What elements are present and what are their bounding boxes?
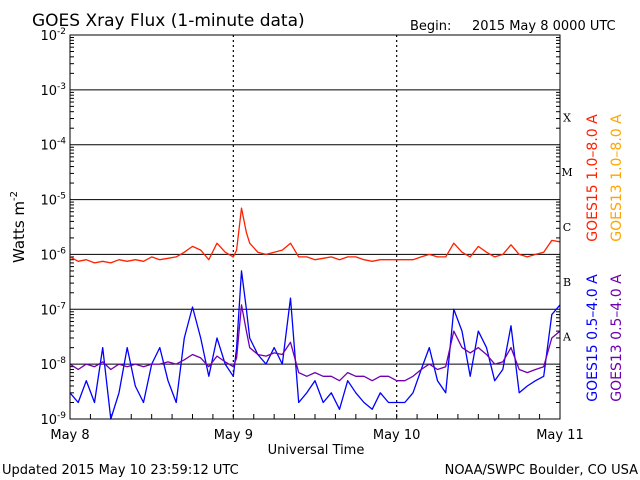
y-tick-label: 10-2	[40, 27, 66, 44]
legend-entry: GOES15 1.0–8.0 A	[585, 114, 601, 242]
y-axis-label: Watts m-2	[9, 191, 28, 263]
y-tick-base: 10	[40, 29, 57, 44]
y-axis-label-sup: -2	[9, 191, 20, 201]
y-tick-exp: -5	[57, 192, 66, 202]
series-line	[69, 304, 561, 382]
y-tick-exp: -6	[57, 246, 66, 256]
y-tick-exp: -3	[57, 82, 66, 92]
y-tick-base: 10	[40, 194, 57, 209]
x-tick-label: May 10	[373, 428, 421, 443]
begin-label: Begin:	[410, 19, 451, 34]
y-tick-base: 10	[40, 303, 57, 318]
flare-class-labels: A B C M X	[561, 111, 572, 343]
legend-entry: GOES13 1.0–8.0 A	[609, 114, 625, 242]
x-tick-labels: May 8 May 9 May 10 May 11	[50, 428, 583, 443]
y-tick-label: 10-4	[40, 137, 66, 154]
legend-entry: GOES13 0.5–4.0 A	[609, 274, 625, 402]
y-tick-exp: -9	[57, 411, 66, 421]
y-tick-label: 10-8	[40, 356, 66, 373]
y-tick-base: 10	[40, 139, 57, 154]
x-tick-label: May 8	[50, 428, 89, 443]
x-axis-label: Universal Time	[268, 443, 365, 458]
flare-class-x: X	[563, 111, 571, 124]
chart-title: GOES Xray Flux (1-minute data)	[32, 11, 305, 31]
y-tick-label: 10-9	[40, 411, 66, 428]
series-layer	[69, 207, 561, 420]
flare-class-c: C	[563, 221, 571, 234]
y-tick-label: 10-7	[40, 301, 66, 318]
plot-frame	[69, 34, 561, 420]
y-tick-base: 10	[40, 413, 57, 428]
y-tick-base: 10	[40, 248, 57, 263]
credit-text: NOAA/SWPC Boulder, CO USA	[445, 463, 638, 478]
flare-class-a: A	[562, 331, 572, 344]
legend: GOES15 1.0–8.0 A GOES13 1.0–8.0 A GOES15 0…	[585, 114, 625, 402]
y-tick-label: 10-6	[40, 246, 66, 263]
flare-class-m: M	[561, 166, 572, 179]
series-line	[69, 270, 561, 420]
series-line	[69, 207, 561, 264]
y-tick-labels: 10-910-810-710-610-510-410-310-2	[40, 27, 66, 428]
y-tick-exp: -8	[57, 356, 66, 366]
y-tick-label: 10-3	[40, 82, 66, 99]
y-tick-exp: -2	[57, 27, 66, 37]
y-tick-exp: -7	[57, 301, 66, 311]
begin-value: 2015 May 8 0000 UTC	[472, 19, 616, 34]
y-tick-base: 10	[40, 84, 57, 99]
updated-timestamp: Updated 2015 May 10 23:59:12 UTC	[2, 463, 239, 478]
y-axis-label-text: Watts m	[10, 201, 28, 263]
grid-lines	[69, 34, 561, 420]
x-tick-label: May 11	[536, 428, 584, 443]
legend-entry: GOES15 0.5–4.0 A	[585, 274, 601, 402]
y-tick-label: 10-5	[40, 192, 66, 209]
y-tick-base: 10	[40, 358, 57, 373]
flare-class-b: B	[563, 276, 571, 289]
x-tick-label: May 9	[214, 428, 253, 443]
y-tick-exp: -4	[57, 137, 66, 147]
